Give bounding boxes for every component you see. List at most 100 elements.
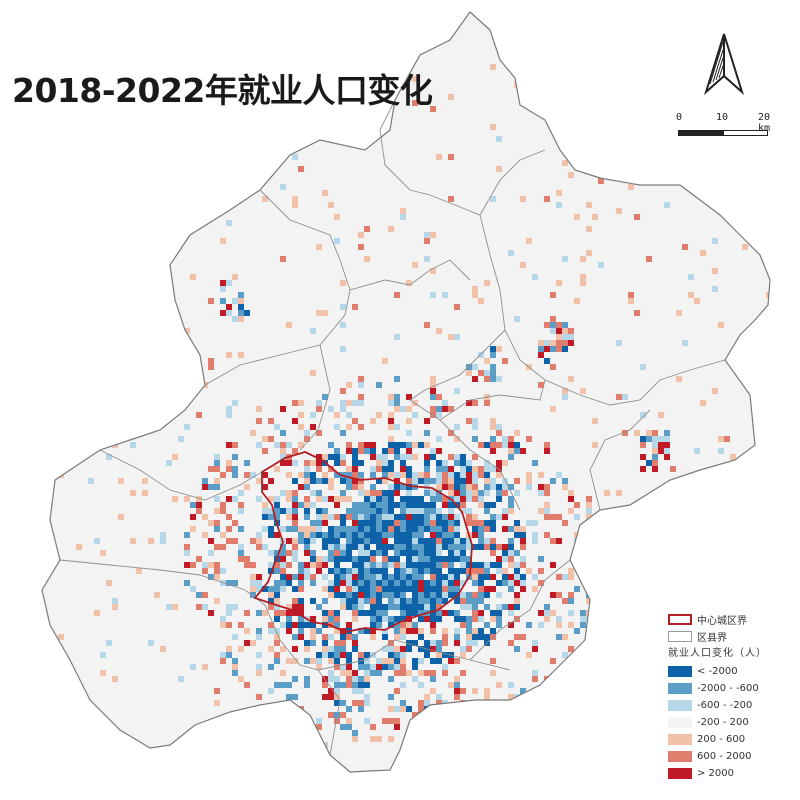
raster-cell [136,28,142,34]
raster-cell [592,616,598,622]
raster-cell [430,406,436,412]
raster-cell [448,658,454,664]
raster-cell [388,466,394,472]
raster-cell [412,262,418,268]
raster-cell [70,220,76,226]
raster-cell [304,508,310,514]
raster-cell [472,538,478,544]
district-swatch [668,631,692,642]
raster-cell [298,574,304,580]
raster-cell [652,436,658,442]
raster-cell [352,484,358,490]
raster-cell [472,610,478,616]
raster-cell [406,568,412,574]
raster-cell [418,658,424,664]
raster-cell [298,568,304,574]
raster-cell [238,556,244,562]
raster-cell [316,718,322,724]
raster-cell [454,616,460,622]
raster-cell [346,562,352,568]
raster-cell [388,586,394,592]
raster-cell [448,610,454,616]
raster-cell [514,598,520,604]
raster-cell [448,682,454,688]
raster-cell [484,592,490,598]
raster-cell [238,310,244,316]
raster-cell [520,772,526,778]
raster-cell [628,292,634,298]
raster-cell [442,586,448,592]
raster-cell [496,520,502,526]
raster-cell [454,712,460,718]
raster-cell [430,730,436,736]
raster-cell [508,586,514,592]
raster-cell [502,460,508,466]
raster-cell [418,460,424,466]
raster-cell [334,556,340,562]
raster-cell [448,550,454,556]
raster-cell [430,526,436,532]
raster-cell [88,724,94,730]
raster-cell [106,454,112,460]
raster-cell [154,592,160,598]
raster-cell [358,664,364,670]
raster-cell [442,664,448,670]
raster-cell [388,610,394,616]
raster-cell [42,646,46,652]
raster-cell [112,382,118,388]
raster-cell [436,586,442,592]
raster-cell [394,550,400,556]
raster-cell [292,532,298,538]
raster-cell [238,544,244,550]
raster-cell [334,718,340,724]
raster-cell [100,208,106,214]
raster-cell [340,460,346,466]
raster-cell [442,22,448,28]
raster-cell [442,712,448,718]
raster-cell [442,502,448,508]
raster-cell [142,112,148,118]
raster-cell [502,568,508,574]
raster-cell [580,610,586,616]
raster-cell [298,610,304,616]
raster-cell [394,424,400,430]
raster-cell [430,568,436,574]
raster-cell [418,730,424,736]
raster-cell [418,520,424,526]
raster-cell [358,520,364,526]
raster-cell [466,490,472,496]
raster-cell [652,448,658,454]
raster-cell [562,322,568,328]
raster-cell [316,658,322,664]
raster-cell [454,526,460,532]
raster-cell [538,556,544,562]
raster-cell [406,460,412,466]
raster-cell [220,310,226,316]
raster-cell [394,526,400,532]
raster-cell [496,538,502,544]
raster-cell [388,400,394,406]
raster-cell [406,622,412,628]
raster-cell [52,250,58,256]
raster-cell [406,580,412,586]
raster-cell [100,550,106,556]
raster-cell [358,574,364,580]
raster-cell [604,490,610,496]
raster-cell [406,592,412,598]
raster-cell [466,640,472,646]
raster-cell [616,40,622,46]
raster-cell [430,658,436,664]
raster-cell [286,658,292,664]
raster-cell [334,628,340,634]
raster-cell [94,424,100,430]
raster-cell [388,598,394,604]
raster-cell [370,502,376,508]
raster-cell [436,496,442,502]
raster-cell [508,544,514,550]
raster-cell [292,538,298,544]
raster-cell [232,316,238,322]
raster-cell [226,220,232,226]
raster-cell [388,676,394,682]
raster-cell [406,496,412,502]
raster-cell [400,472,406,478]
